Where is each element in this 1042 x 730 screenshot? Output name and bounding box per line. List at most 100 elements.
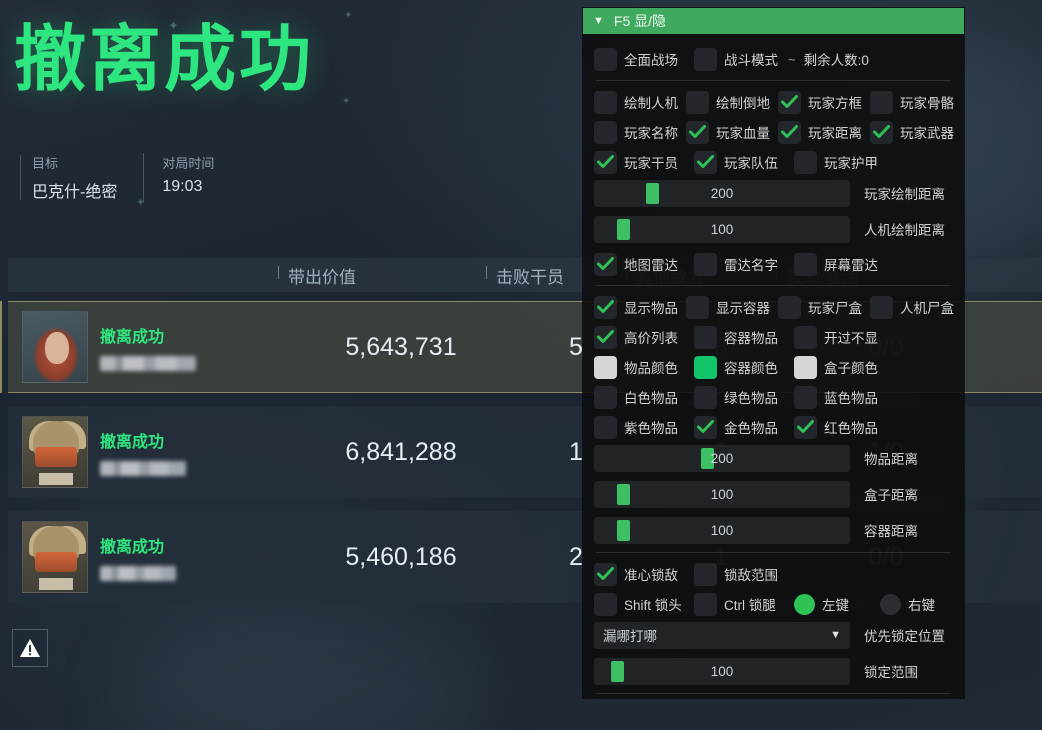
dropdown-priority-lock-position[interactable]: 漏哪打哪 ▼ 优先锁定位置 bbox=[594, 619, 953, 651]
checkbox-box[interactable] bbox=[694, 385, 717, 409]
checkbox-box[interactable] bbox=[694, 47, 717, 71]
checkbox-shift-lock-head[interactable]: Shift 锁头 bbox=[594, 592, 686, 616]
checkbox-box[interactable] bbox=[594, 592, 617, 616]
checkbox-box[interactable] bbox=[694, 325, 717, 349]
checkbox-white-items[interactable]: 白色物品 bbox=[594, 385, 686, 409]
checkbox-ctrl-lock-leg[interactable]: Ctrl 锁腿 bbox=[694, 592, 786, 616]
checkbox-player-team[interactable]: 玩家队伍 bbox=[694, 150, 786, 174]
slider-track[interactable]: 100 bbox=[594, 657, 850, 685]
checkbox-draw-bots[interactable]: 绘制人机 bbox=[594, 90, 678, 114]
slider-thumb[interactable] bbox=[617, 218, 630, 240]
color-swatch[interactable] bbox=[594, 355, 617, 379]
warning-button[interactable] bbox=[12, 629, 48, 667]
checkbox-player-operator[interactable]: 玩家干员 bbox=[594, 150, 686, 174]
checkbox-draw-downed[interactable]: 绘制倒地 bbox=[686, 90, 770, 114]
checkbox-player-health[interactable]: 玩家血量 bbox=[686, 120, 770, 144]
checkbox-box[interactable] bbox=[594, 415, 617, 439]
checkbox-box[interactable] bbox=[686, 90, 709, 114]
checkbox-box[interactable] bbox=[594, 47, 617, 71]
slider-container-distance[interactable]: 100 容器距离 bbox=[594, 514, 953, 546]
checkbox-map-radar[interactable]: 地图雷达 bbox=[594, 252, 686, 276]
slider-track[interactable]: 200 bbox=[594, 179, 850, 207]
color-box-color[interactable]: 盒子颜色 bbox=[794, 355, 878, 379]
checkbox-crosshair-lock[interactable]: 准心锁敌 bbox=[594, 562, 686, 586]
checkbox-box[interactable] bbox=[594, 325, 617, 349]
checkbox-player-distance[interactable]: 玩家距离 bbox=[778, 120, 862, 144]
checkbox-red-items[interactable]: 红色物品 bbox=[794, 415, 878, 439]
checkbox-hide-opened[interactable]: 开过不显 bbox=[794, 325, 878, 349]
checkbox-box[interactable] bbox=[870, 120, 893, 144]
checkbox-player-skeleton[interactable]: 玩家骨骼 bbox=[870, 90, 954, 114]
slider-bot-draw-distance[interactable]: 100 人机绘制距离 bbox=[594, 213, 953, 245]
checkbox-box[interactable] bbox=[594, 385, 617, 409]
checkbox-box[interactable] bbox=[794, 385, 817, 409]
checkbox-box[interactable] bbox=[794, 150, 817, 174]
checkbox-box[interactable] bbox=[686, 120, 709, 144]
checkbox-player-box[interactable]: 玩家方框 bbox=[778, 90, 862, 114]
checkbox-blue-items[interactable]: 蓝色物品 bbox=[794, 385, 878, 409]
checkbox-box[interactable] bbox=[694, 150, 717, 174]
checkbox-show-containers[interactable]: 显示容器 bbox=[686, 295, 770, 319]
slider-thumb[interactable] bbox=[617, 483, 630, 505]
checkbox-bot-corpse-box[interactable]: 人机尸盒 bbox=[870, 295, 954, 319]
checkbox-box[interactable] bbox=[694, 562, 717, 586]
checkbox-player-name[interactable]: 玩家名称 bbox=[594, 120, 678, 144]
checkbox-show-items[interactable]: 显示物品 bbox=[594, 295, 678, 319]
checkbox-box[interactable] bbox=[694, 415, 717, 439]
checkbox-player-weapon[interactable]: 玩家武器 bbox=[870, 120, 954, 144]
dropdown-control[interactable]: 漏哪打哪 ▼ bbox=[594, 621, 850, 649]
checkbox-purple-items[interactable]: 紫色物品 bbox=[594, 415, 686, 439]
checkbox-box[interactable] bbox=[594, 562, 617, 586]
radio-button[interactable] bbox=[794, 593, 815, 615]
checkbox-box[interactable] bbox=[778, 90, 801, 114]
slider-thumb[interactable] bbox=[611, 660, 624, 682]
color-swatch[interactable] bbox=[694, 355, 717, 379]
color-item-color[interactable]: 物品颜色 bbox=[594, 355, 686, 379]
checkbox-box[interactable] bbox=[594, 120, 617, 144]
panel-header[interactable]: ▼ F5 显/隐 bbox=[583, 8, 964, 34]
checkbox-box[interactable] bbox=[594, 295, 617, 319]
slider-box-distance[interactable]: 100 盒子距离 bbox=[594, 478, 953, 510]
chevron-down-icon[interactable]: ▼ bbox=[830, 629, 841, 641]
slider-item-distance[interactable]: 200 物品距离 bbox=[594, 442, 953, 474]
color-swatch[interactable] bbox=[794, 355, 817, 379]
checkbox-high-value-list[interactable]: 高价列表 bbox=[594, 325, 686, 349]
slider-track[interactable]: 100 bbox=[594, 516, 850, 544]
checkbox-box[interactable] bbox=[794, 325, 817, 349]
checkbox-player-armor[interactable]: 玩家护甲 bbox=[794, 150, 878, 174]
checkbox-green-items[interactable]: 绿色物品 bbox=[694, 385, 786, 409]
checkbox-box[interactable] bbox=[594, 252, 617, 276]
radio-button[interactable] bbox=[880, 593, 901, 615]
slider-track[interactable]: 200 bbox=[594, 444, 850, 472]
checkbox-lock-range-toggle[interactable]: 锁敌范围 bbox=[694, 562, 778, 586]
radio-left-mouse[interactable]: 左键 bbox=[794, 593, 872, 615]
color-container-color[interactable]: 容器颜色 bbox=[694, 355, 786, 379]
checkbox-box[interactable] bbox=[794, 415, 817, 439]
checkbox-box[interactable] bbox=[794, 252, 817, 276]
slider-thumb[interactable] bbox=[701, 447, 714, 469]
chevron-down-icon[interactable]: ▼ bbox=[593, 14, 604, 27]
checkbox-box[interactable] bbox=[870, 295, 893, 319]
slider-track[interactable]: 100 bbox=[594, 480, 850, 508]
checkbox-radar-names[interactable]: 雷达名字 bbox=[694, 252, 786, 276]
checkbox-box[interactable] bbox=[594, 150, 617, 174]
checkbox-box[interactable] bbox=[778, 120, 801, 144]
checkbox-box[interactable] bbox=[594, 90, 617, 114]
slider-track[interactable]: 100 bbox=[594, 215, 850, 243]
slider-lock-range[interactable]: 100 锁定范围 bbox=[594, 655, 953, 687]
checkbox-box[interactable] bbox=[778, 295, 801, 319]
slider-player-draw-distance[interactable]: 200 玩家绘制距离 bbox=[594, 177, 953, 209]
radio-right-mouse[interactable]: 右键 bbox=[880, 593, 935, 615]
checkbox-box[interactable] bbox=[686, 295, 709, 319]
checkbox-gold-items[interactable]: 金色物品 bbox=[694, 415, 786, 439]
checkbox-box[interactable] bbox=[870, 90, 893, 114]
checkbox-screen-radar[interactable]: 屏幕雷达 bbox=[794, 252, 878, 276]
slider-thumb[interactable] bbox=[646, 182, 659, 204]
checkbox-box[interactable] bbox=[694, 252, 717, 276]
checkbox-full-battlefield[interactable]: 全面战场 bbox=[594, 47, 686, 71]
checkbox-container-items[interactable]: 容器物品 bbox=[694, 325, 786, 349]
checkbox-combat-mode[interactable]: 战斗模式 bbox=[694, 47, 778, 71]
checkbox-box[interactable] bbox=[694, 592, 717, 616]
checkbox-player-corpse-box[interactable]: 玩家尸盒 bbox=[778, 295, 862, 319]
slider-thumb[interactable] bbox=[617, 519, 630, 541]
